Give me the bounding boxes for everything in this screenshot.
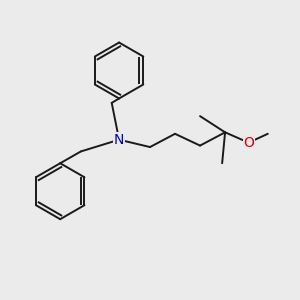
Text: O: O	[243, 136, 254, 150]
Text: N: N	[114, 133, 124, 147]
